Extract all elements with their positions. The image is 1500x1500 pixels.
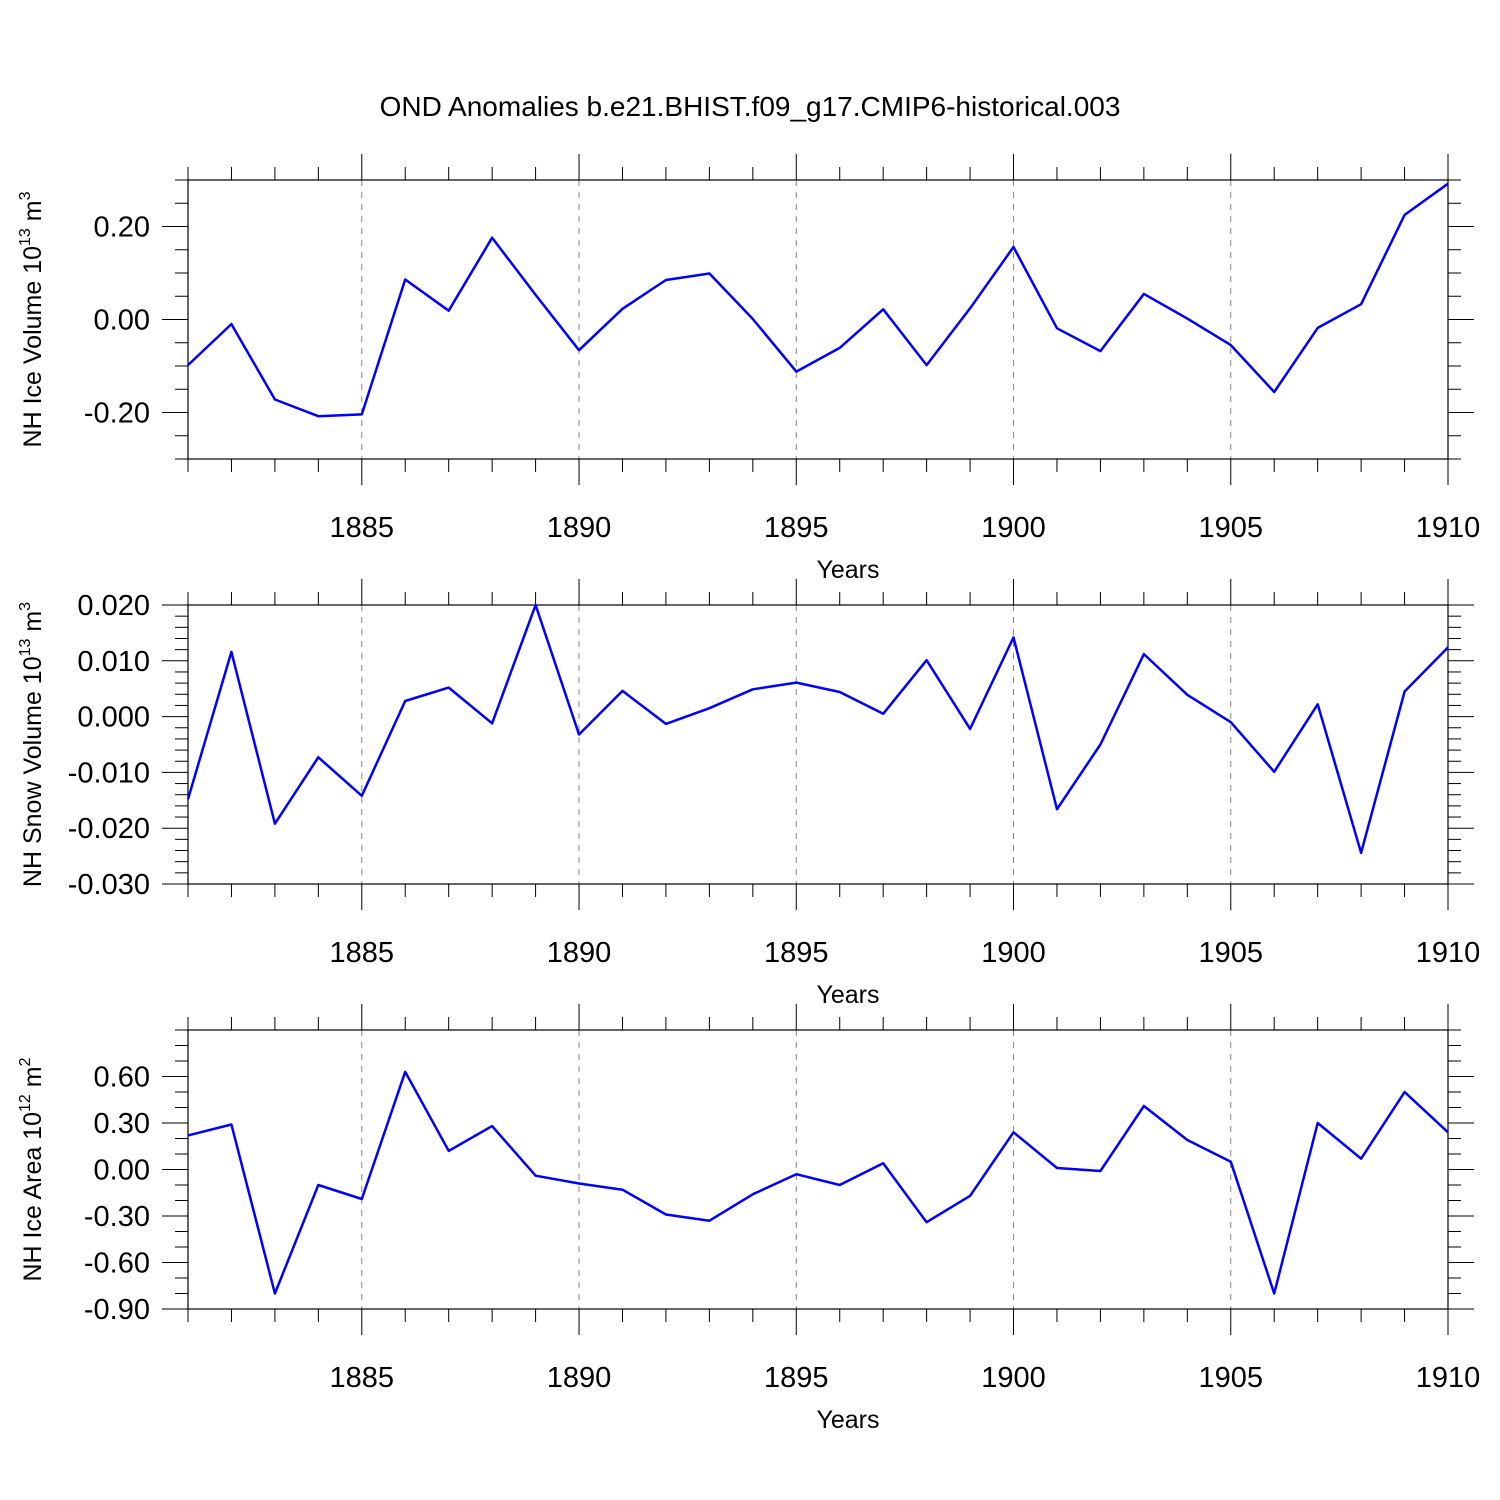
x-tick-label: 1890 xyxy=(547,1362,612,1394)
y-axis-title-main: NH Ice Area 10 xyxy=(19,1112,47,1282)
y-tick-label: 0.000 xyxy=(77,702,150,734)
y-axis-title: NH Snow Volume 1013 m3 xyxy=(17,602,47,887)
panels: 1885 1890 1895 1900 1905 1910 -0.20 0.00 0.20 Yea… xyxy=(17,154,1480,1434)
y-tick-label: -0.010 xyxy=(68,757,150,789)
x-tick-label: 1895 xyxy=(764,512,829,544)
x-tick-label: 1910 xyxy=(1416,937,1481,969)
y-tick-label: 0.020 xyxy=(77,590,150,622)
y-axis-title: NH Ice Volume 1013 m3 xyxy=(17,191,47,447)
x-tick-label: 1885 xyxy=(330,512,395,544)
y-axis-title-main: NH Ice Volume 10 xyxy=(19,246,47,448)
x-tick-label: 1910 xyxy=(1416,512,1481,544)
y-tick-label: -0.90 xyxy=(84,1294,150,1326)
y-axis-title-unit-exponent: 3 xyxy=(17,602,34,611)
y-axis-title-unit-exponent: 3 xyxy=(17,191,34,200)
x-tick-label: 1905 xyxy=(1199,1362,1264,1394)
y-tick-label: 0.00 xyxy=(94,305,150,337)
y-axis-title-unit: m xyxy=(19,611,47,639)
plot-frame xyxy=(187,604,1449,885)
x-tick-label: 1905 xyxy=(1199,512,1264,544)
y-tick-label: -0.20 xyxy=(84,398,150,430)
x-tick-label: 1910 xyxy=(1416,1362,1481,1394)
y-axis-title-main: NH Snow Volume 10 xyxy=(19,656,47,887)
y-tick-label: -0.020 xyxy=(68,813,150,845)
x-axis-title: Years xyxy=(816,1406,879,1434)
panel-3: 1885 1890 1895 1900 1905 1910 -0.90 -0.60 -0.30 0… xyxy=(17,1004,1480,1434)
y-axis-title-unit-exponent: 2 xyxy=(17,1057,34,1066)
x-tick-label: 1900 xyxy=(981,1362,1046,1394)
x-tick-label: 1905 xyxy=(1199,937,1264,969)
panel-2: 1885 1890 1895 1900 1905 1910 -0.030 -0.020 -0.0… xyxy=(17,579,1480,1009)
x-tick-label: 1895 xyxy=(764,1362,829,1394)
x-tick-label: 1890 xyxy=(547,937,612,969)
y-tick-label: -0.60 xyxy=(84,1248,150,1280)
x-axis-title: Years xyxy=(816,556,879,584)
x-tick-label: 1900 xyxy=(981,937,1046,969)
x-tick-label: 1895 xyxy=(764,937,829,969)
figure-title: OND Anomalies b.e21.BHIST.f09_g17.CMIP6-… xyxy=(380,91,1121,122)
y-tick-label: 0.010 xyxy=(77,646,150,678)
y-tick-label: 0.30 xyxy=(94,1108,150,1140)
x-tick-label: 1890 xyxy=(547,512,612,544)
y-axis-title-exponent: 13 xyxy=(17,639,34,657)
y-tick-label: 0.00 xyxy=(94,1155,150,1187)
y-axis-title-unit: m xyxy=(19,200,47,228)
y-tick-label: -0.030 xyxy=(68,869,150,901)
x-axis-title: Years xyxy=(816,981,879,1009)
y-axis-title-exponent: 13 xyxy=(17,228,34,246)
series-line-3 xyxy=(187,1070,1449,1295)
y-axis-title: NH Ice Area 1012 m2 xyxy=(17,1057,47,1281)
x-tick-label: 1885 xyxy=(330,1362,395,1394)
y-tick-label: 0.20 xyxy=(94,212,150,244)
y-axis-title-exponent: 12 xyxy=(17,1094,34,1112)
y-tick-label: 0.60 xyxy=(94,1062,150,1094)
x-tick-label: 1885 xyxy=(330,937,395,969)
y-tick-label: -0.30 xyxy=(84,1201,150,1233)
x-tick-label: 1900 xyxy=(981,512,1046,544)
panel-1: 1885 1890 1895 1900 1905 1910 -0.20 0.00 0.20 Yea… xyxy=(17,154,1480,584)
y-axis-title-unit: m xyxy=(19,1066,47,1094)
series-line-1 xyxy=(187,182,1449,418)
series-line-2 xyxy=(186,603,1449,855)
